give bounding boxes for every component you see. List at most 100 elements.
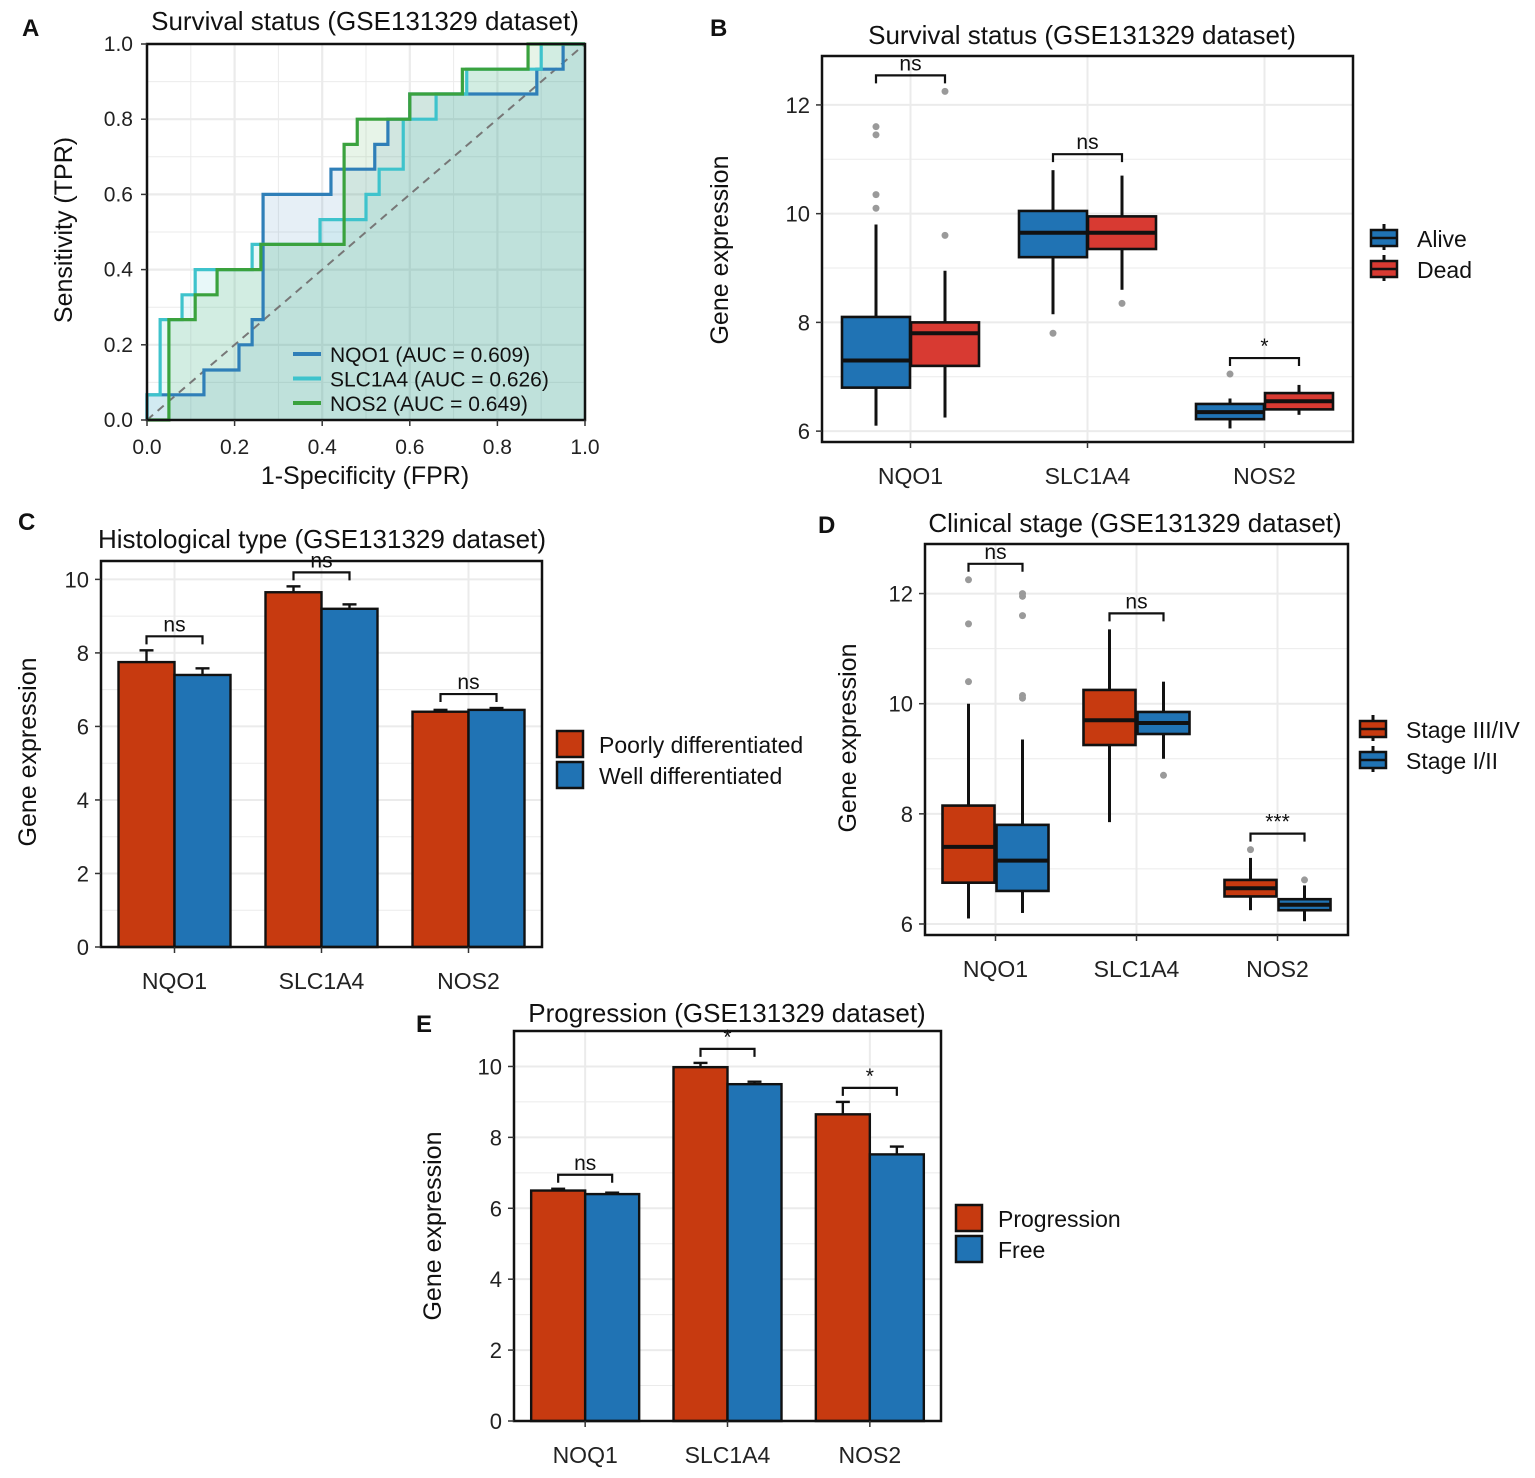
significance-bracket (1228, 356, 1301, 367)
roc-curve-NOS2 (147, 42, 585, 422)
y-tick-label: 10 (478, 1054, 502, 1079)
legend-label-Progression: Progression (998, 1206, 1121, 1232)
y-tick-label: 10 (786, 202, 810, 227)
x-tick-label: NOS2 (1246, 956, 1309, 982)
panel-label-E: E (416, 1011, 432, 1038)
outlier-point (1226, 370, 1234, 378)
legend-label-NQO1: NQO1 (AUC = 0.609) (330, 344, 530, 367)
outlier-point (1118, 299, 1126, 307)
outlier-point (941, 231, 949, 239)
x-tick-label: 1.0 (570, 436, 599, 459)
legend-label-NOS2: NOS2 (AUC = 0.649) (330, 393, 528, 416)
x-tick-label: NOS2 (437, 968, 500, 994)
significance-label: ns (574, 1152, 596, 1175)
panel-label-C: C (18, 509, 35, 536)
panel-label-D: D (818, 512, 835, 539)
significance-bracket (874, 74, 947, 84)
y-tick-label: 0.6 (104, 183, 133, 206)
outlier-point (1049, 329, 1057, 337)
y-tick-label: 8 (490, 1125, 502, 1150)
significance-bracket (1051, 153, 1124, 163)
y-tick-label: 1.0 (104, 33, 133, 56)
significance-label: ns (1125, 590, 1147, 613)
box-NQO1-Dead (909, 321, 981, 368)
y-tick-label: 0 (77, 935, 89, 960)
outlier-point (1019, 691, 1026, 699)
reference-diagonal (146, 43, 586, 421)
x-tick-label: SLC1A4 (1045, 463, 1131, 489)
box-NQO1-Stage I/II (995, 823, 1050, 893)
y-tick-label: 12 (786, 93, 810, 118)
bar-NOS2-Free (868, 1153, 926, 1423)
x-tick-label: 0.4 (308, 436, 338, 459)
bar-SLC1A4-Free (726, 1082, 783, 1423)
legend-label-Well differentiated: Well differentiated (599, 763, 782, 789)
y-tick-label: 10 (889, 692, 913, 717)
box-NQO1-Alive (840, 315, 912, 389)
panel-title: Survival status (GSE131329 dataset) (151, 6, 579, 36)
outlier-point (965, 576, 972, 584)
significance-bracket (1249, 832, 1306, 842)
legend-label-SLC1A4: SLC1A4 (AUC = 0.626) (330, 369, 549, 392)
y-tick-label: 0.0 (104, 409, 133, 432)
x-axis-label: 1-Specificity (FPR) (261, 462, 469, 490)
significance-bracket (699, 1047, 756, 1057)
legend-key-Well differentiated (555, 760, 585, 790)
bar-SLC1A4-Poorly differentiated (264, 591, 323, 949)
y-axis-label: Gene expression (706, 155, 734, 344)
figure-layer: A Survival status (GSE131329 dataset) Sens… (14, 6, 1520, 1468)
outlier-point (872, 123, 880, 131)
legend-key-Poorly differentiated (555, 729, 585, 759)
y-tick-label: 0.8 (104, 108, 133, 131)
legend-label-Dead: Dead (1417, 257, 1472, 283)
y-axis-label: Gene expression (834, 643, 862, 832)
bar-NOQ1-Progression (529, 1189, 587, 1423)
y-tick-label: 0.4 (104, 259, 134, 282)
outlier-point (1247, 846, 1254, 854)
box-NQO1-Stage III/IV (941, 804, 996, 884)
significance-bracket (841, 1086, 898, 1096)
significance-label: * (1260, 335, 1268, 358)
panel-b: B Survival status (GSE131329 dataset) Gene… (706, 15, 1472, 489)
panel-label-A: A (22, 15, 39, 42)
x-tick-label: 0.0 (132, 436, 161, 459)
legend-label-Stage I/II: Stage I/II (1406, 748, 1498, 774)
panel-e: E Progression (GSE131329 dataset) Gene exp… (416, 998, 1121, 1468)
x-tick-label: 0.6 (395, 436, 424, 459)
bar-NOQ1-Free (583, 1192, 641, 1423)
bar-SLC1A4-Well differentiated (320, 607, 379, 949)
y-tick-label: 4 (77, 788, 89, 813)
outlier-point (965, 620, 972, 628)
x-tick-label: NOS2 (839, 1442, 902, 1468)
significance-bracket (145, 635, 204, 645)
bar-SLC1A4-Progression (672, 1065, 729, 1423)
panel-title: Histological type (GSE131329 dataset) (98, 524, 546, 554)
legend-label-Alive: Alive (1417, 226, 1467, 252)
outlier-point (872, 131, 880, 139)
y-tick-label: 6 (798, 419, 810, 444)
legend-key-Free (954, 1234, 984, 1264)
x-tick-label: SLC1A4 (685, 1442, 771, 1468)
outlier-point (872, 204, 880, 212)
panel-d: D Clinical stage (GSE131329 dataset) Gene … (818, 508, 1520, 982)
y-tick-label: 0 (490, 1409, 502, 1434)
y-tick-label: 6 (490, 1196, 502, 1221)
y-tick-label: 8 (77, 641, 89, 666)
y-tick-label: 10 (65, 567, 89, 592)
outlier-point (1019, 590, 1026, 598)
y-tick-label: 2 (77, 861, 89, 886)
significance-bracket (292, 571, 351, 581)
panel-title: Clinical stage (GSE131329 dataset) (928, 508, 1341, 538)
x-tick-label: 0.2 (220, 436, 249, 459)
box-SLC1A4-Stage III/IV (1082, 688, 1137, 747)
y-tick-label: 8 (798, 310, 810, 335)
panel-title: Survival status (GSE131329 dataset) (868, 20, 1296, 50)
significance-bracket (439, 692, 498, 703)
x-tick-label: NQO1 (878, 463, 943, 489)
x-tick-label: NQO1 (963, 956, 1028, 982)
significance-bracket (1108, 612, 1165, 622)
y-tick-label: 12 (889, 582, 913, 607)
significance-label: ns (457, 671, 479, 694)
significance-bracket (557, 1173, 614, 1183)
